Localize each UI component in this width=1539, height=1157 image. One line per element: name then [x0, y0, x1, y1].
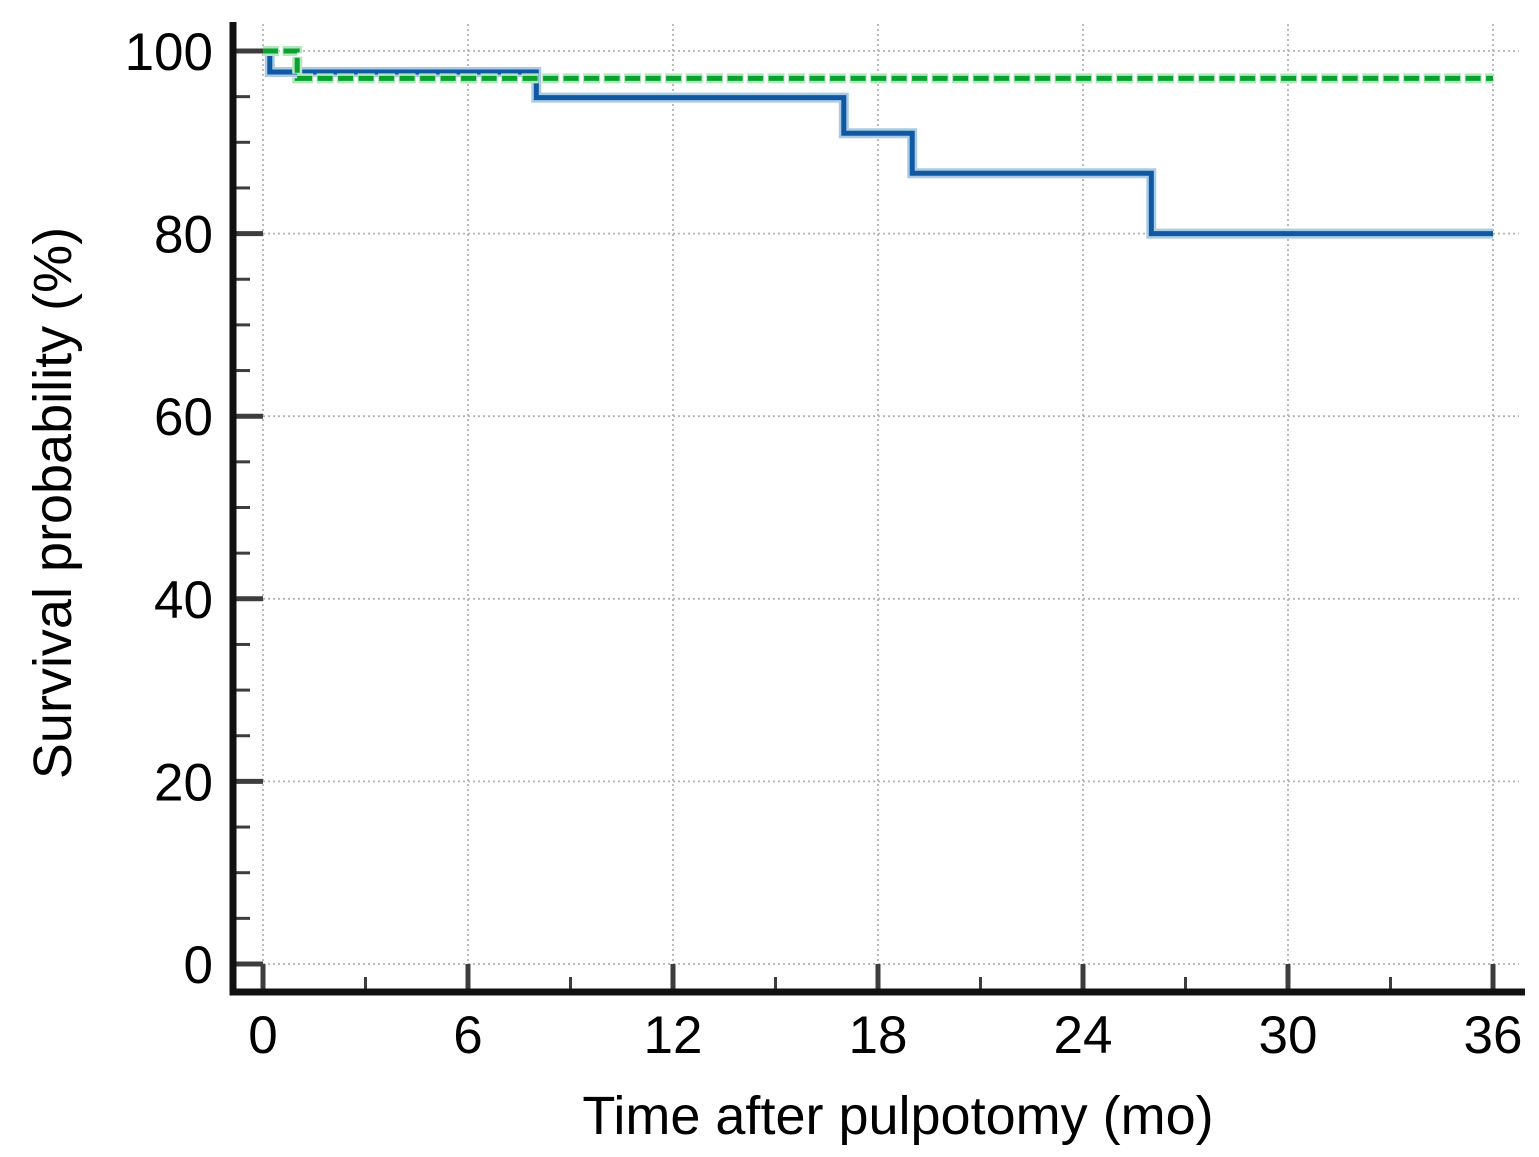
- x-tick-label: 12: [644, 1006, 703, 1065]
- km-curve-0: [263, 48, 1493, 237]
- y-tick-label: 80: [154, 206, 213, 265]
- y-tick-label: 60: [154, 388, 213, 447]
- y-tick-label: 100: [125, 23, 213, 82]
- y-axis-title: Survival probability (%): [23, 226, 83, 780]
- y-tick-label: 40: [154, 571, 213, 630]
- km-curve-1: [263, 48, 1493, 81]
- x-tick-label: 30: [1259, 1006, 1318, 1065]
- x-tick-label: 24: [1054, 1006, 1113, 1065]
- x-axis-title: Time after pulpotomy (mo): [582, 1086, 1214, 1146]
- x-tick-label: 36: [1464, 1006, 1523, 1065]
- x-tick-label: 18: [849, 1006, 908, 1065]
- x-tick-label: 6: [453, 1006, 482, 1065]
- y-tick-label: 0: [184, 936, 213, 995]
- y-tick-label: 20: [154, 753, 213, 812]
- x-tick-label: 0: [248, 1006, 277, 1065]
